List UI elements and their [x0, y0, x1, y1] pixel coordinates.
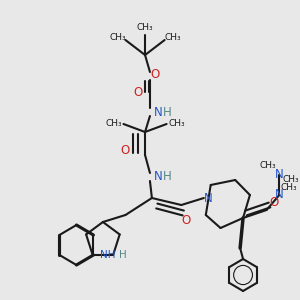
- Text: N: N: [275, 188, 284, 202]
- Text: O: O: [134, 85, 143, 98]
- Text: H: H: [163, 106, 172, 119]
- Text: CH₃: CH₃: [109, 32, 126, 41]
- Text: CH₃: CH₃: [283, 176, 299, 184]
- Text: H: H: [163, 170, 172, 184]
- Text: N: N: [153, 106, 162, 119]
- Text: CH₃: CH₃: [259, 160, 276, 169]
- Text: CH₃: CH₃: [168, 119, 185, 128]
- Text: O: O: [270, 196, 279, 208]
- Text: N: N: [153, 170, 162, 184]
- Text: CH₃: CH₃: [281, 182, 297, 191]
- Text: CH₃: CH₃: [137, 22, 153, 32]
- Text: O: O: [150, 68, 160, 82]
- Text: O: O: [121, 143, 130, 157]
- Text: N: N: [275, 169, 284, 182]
- Text: O: O: [182, 214, 191, 226]
- Text: CH₃: CH₃: [164, 32, 181, 41]
- Text: NH: NH: [100, 250, 116, 260]
- Text: CH₃: CH₃: [105, 119, 122, 128]
- Text: H: H: [118, 250, 126, 260]
- Text: N: N: [204, 191, 213, 205]
